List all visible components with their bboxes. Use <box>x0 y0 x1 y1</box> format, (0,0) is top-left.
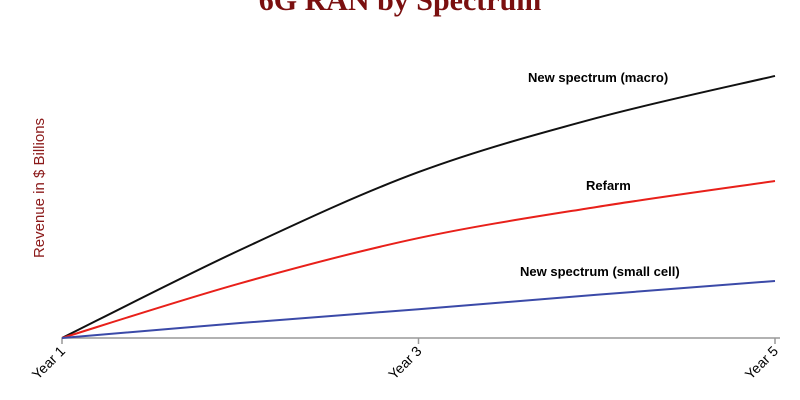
x-tick-label: Year 5 <box>742 343 782 383</box>
series-label: New spectrum (macro) <box>528 70 668 85</box>
chart-title: 6G RAN by Spectrum <box>259 0 542 17</box>
series-line <box>61 74 776 339</box>
series-label: Refarm <box>586 178 631 193</box>
x-tick-label: Year 3 <box>385 343 425 383</box>
y-axis-label: Revenue in $ Billions <box>31 118 48 258</box>
series-label: New spectrum (small cell) <box>520 264 680 279</box>
series-line <box>61 180 776 339</box>
series-line <box>61 279 776 339</box>
x-tick-label: Year 1 <box>29 343 69 383</box>
